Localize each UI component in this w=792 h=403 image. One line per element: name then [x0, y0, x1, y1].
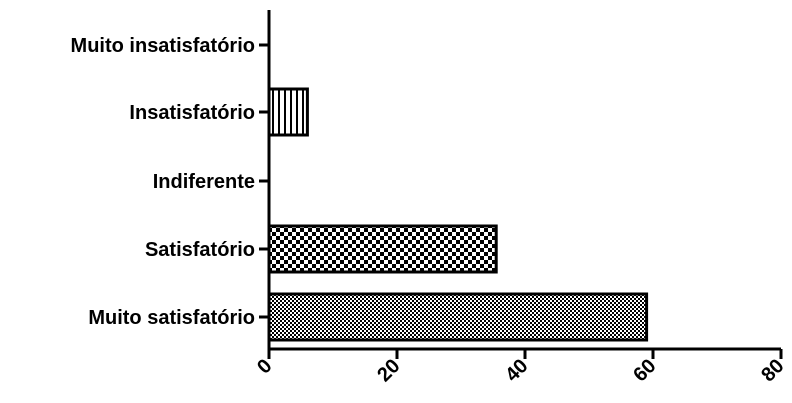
category-label-0: Muito insatisfatório	[71, 35, 255, 57]
category-label-3: Satisfatório	[145, 239, 255, 261]
category-label-1: Insatisfatório	[129, 102, 255, 124]
bars-layer	[267, 87, 649, 342]
x-tick-label-4: 80	[757, 355, 788, 386]
x-tick-label-2: 40	[501, 355, 532, 386]
x-tick-label-0: 0	[253, 355, 276, 378]
category-label-2: Indiferente	[153, 171, 255, 193]
x-tick-label-1: 20	[373, 355, 404, 386]
bar-1	[267, 87, 309, 137]
x-tick-label-3: 60	[629, 355, 660, 386]
axes-layer	[259, 10, 783, 359]
category-label-4: Muito satisfatório	[88, 307, 255, 329]
bar-4	[267, 292, 649, 342]
bar-3	[267, 224, 498, 274]
